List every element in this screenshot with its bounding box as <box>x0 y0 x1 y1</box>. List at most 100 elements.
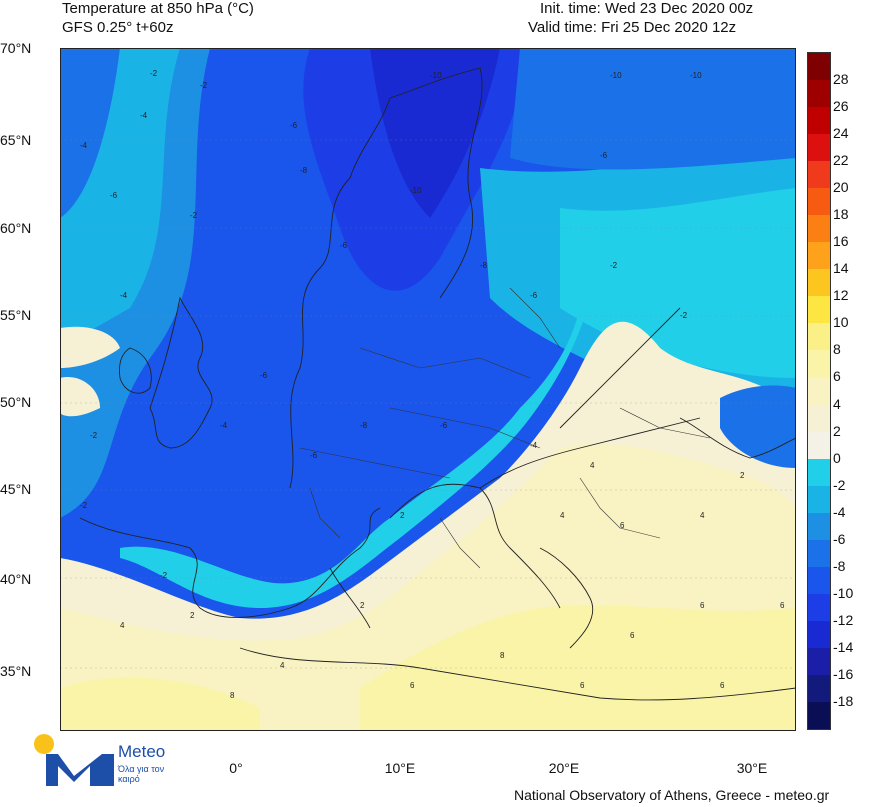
contour-label: -4 <box>140 111 148 120</box>
contour-label: -4 <box>530 441 538 450</box>
colorbar-segment <box>808 512 830 541</box>
lon-label: 10°E <box>384 760 416 776</box>
temperature-map: -2 -2 -4 -4 -6 -2 -4 -6 -8 -6 -10 -8 -10 -10 -10 -6 -6 -2… <box>60 48 796 731</box>
contour-label: 2 <box>360 601 365 610</box>
colorbar-segment <box>808 215 830 243</box>
logo-tagline: Όλα για τον καιρό <box>118 764 165 784</box>
contour-label: -6 <box>260 371 268 380</box>
colorbar-label: -14 <box>833 638 854 655</box>
contour-label: -2 <box>200 81 208 90</box>
contour-label: -2 <box>150 69 158 78</box>
colorbar-label: -10 <box>833 584 854 601</box>
valid-time: Valid time: Fri 25 Dec 2020 12z <box>528 19 737 36</box>
contour-label: 6 <box>700 601 705 610</box>
contour-label: 6 <box>630 631 635 640</box>
meteo-logo <box>34 734 114 786</box>
lat-label: 40°N <box>0 571 32 587</box>
colorbar-segment <box>808 53 830 81</box>
contour-label: -4 <box>220 421 228 430</box>
contour-label: 4 <box>590 461 595 470</box>
contour-label: -6 <box>290 121 298 130</box>
lon-label: 30°E <box>736 760 768 776</box>
colorbar-segment <box>808 134 830 162</box>
contour-label: -10 <box>690 71 702 80</box>
colorbar-segment <box>808 269 830 297</box>
colorbar-label: 22 <box>833 152 849 169</box>
colorbar-label: 16 <box>833 233 849 250</box>
colorbar-label: 6 <box>833 368 841 385</box>
contour-label: -2 <box>90 431 98 440</box>
colorbar-segment <box>808 485 830 514</box>
contour-label: -2 <box>680 311 688 320</box>
colorbar-label: -16 <box>833 665 854 682</box>
lat-label: 70°N <box>0 40 32 56</box>
colorbar-segment <box>808 539 830 568</box>
contour-label: -2 <box>160 571 168 580</box>
colorbar-label: 2 <box>833 422 841 439</box>
colorbar-segment <box>808 107 830 135</box>
colorbar-label: 18 <box>833 206 849 223</box>
model-run: GFS 0.25° t+60z <box>62 19 174 36</box>
contour-label: 4 <box>560 511 565 520</box>
contour-label: 2 <box>400 511 405 520</box>
credit-line: National Observatory of Athens, Greece -… <box>514 787 830 803</box>
contour-label: -6 <box>440 421 448 430</box>
colorbar-segment <box>808 323 830 351</box>
colorbar-label: -18 <box>833 692 854 709</box>
colorbar-label: 28 <box>833 71 849 88</box>
colorbar-label: 4 <box>833 395 841 412</box>
lat-label: 60°N <box>0 220 32 236</box>
colorbar-label: 24 <box>833 125 849 142</box>
colorbar-segment <box>808 674 830 703</box>
lat-label: 50°N <box>0 394 32 410</box>
contour-label: -8 <box>300 166 308 175</box>
contour-label: 6 <box>720 681 725 690</box>
contour-label: -8 <box>360 421 368 430</box>
lat-label: 35°N <box>0 663 32 679</box>
colorbar-segment <box>808 377 830 405</box>
contour-label: -10 <box>410 186 422 195</box>
lon-label: 20°E <box>548 760 580 776</box>
colorbar-segment <box>808 188 830 216</box>
colorbar-segment <box>808 431 830 460</box>
colorbar-segment <box>808 161 830 189</box>
colorbar-label: 14 <box>833 260 849 277</box>
colorbar-segment <box>808 296 830 324</box>
colorbar-segment <box>808 593 830 622</box>
colorbar-label: 26 <box>833 98 849 115</box>
contour-label: -8 <box>480 261 488 270</box>
contour-label: 2 <box>190 611 195 620</box>
colorbar-segment <box>808 350 830 378</box>
contour-label: -10 <box>430 71 442 80</box>
lon-label: 0° <box>229 760 243 776</box>
colorbar-segment <box>808 701 830 730</box>
colorbar-label: 8 <box>833 341 841 358</box>
contour-label: -4 <box>120 291 128 300</box>
contour-label: -6 <box>600 151 608 160</box>
contour-label: -6 <box>310 451 318 460</box>
init-time: Init. time: Wed 23 Dec 2020 00z <box>540 0 754 17</box>
contour-label: -6 <box>530 291 538 300</box>
colorbar-segment <box>808 80 830 108</box>
lat-label: 65°N <box>0 132 32 148</box>
contour-label: -4 <box>80 141 88 150</box>
contour-label: 4 <box>280 661 285 670</box>
colorbar-segment <box>808 404 830 433</box>
contour-label: 4 <box>120 621 125 630</box>
colorbar-segment <box>808 620 830 649</box>
colorbar-label: 0 <box>833 449 841 466</box>
contour-label: 2 <box>740 471 745 480</box>
colorbar-label: -2 <box>833 476 846 493</box>
contour-label: 6 <box>780 601 785 610</box>
contour-label: 6 <box>620 521 625 530</box>
contour-label: 4 <box>700 511 705 520</box>
contour-label: 6 <box>410 681 415 690</box>
contour-label: -2 <box>80 501 88 510</box>
colorbar-label: -12 <box>833 611 854 628</box>
contour-label: -10 <box>610 71 622 80</box>
colorbar <box>807 52 831 730</box>
contour-label: -2 <box>610 261 618 270</box>
colorbar-label: -6 <box>833 530 846 547</box>
contour-label: -6 <box>340 241 348 250</box>
colorbar-label: 20 <box>833 179 849 196</box>
